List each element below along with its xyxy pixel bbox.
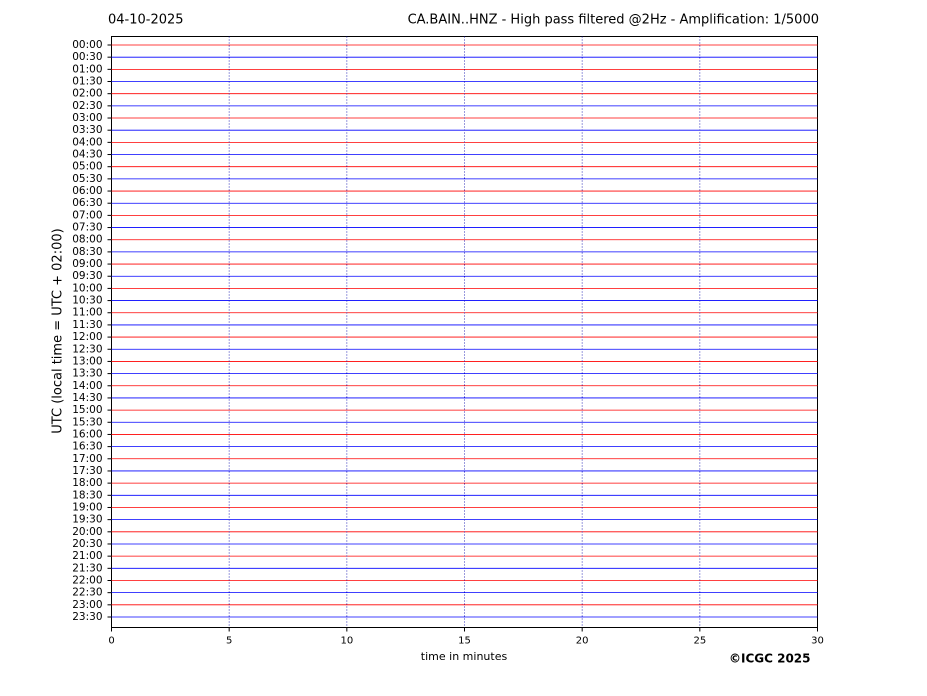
y-tick-label: 15:30	[72, 416, 102, 428]
y-tick-label: 22:30	[72, 587, 102, 599]
y-tick-label: 11:00	[72, 307, 102, 319]
x-tick-label: 30	[811, 636, 824, 647]
chart-title: CA.BAIN..HNZ - High pass filtered @2Hz -…	[408, 13, 819, 28]
y-tick-label: 21:00	[72, 550, 102, 562]
y-tick-label: 04:00	[72, 136, 102, 148]
y-tick-label: 12:00	[72, 331, 102, 343]
y-tick-label: 00:30	[72, 51, 102, 63]
y-tick-label: 07:00	[72, 209, 102, 221]
y-tick-label: 07:30	[72, 222, 102, 234]
x-tick-label: 0	[108, 636, 114, 647]
x-axis-label: time in minutes	[421, 650, 508, 663]
y-tick-label: 15:00	[72, 404, 102, 416]
x-tick-label: 10	[340, 636, 353, 647]
y-tick-label: 02:00	[72, 88, 102, 100]
y-tick-label: 01:00	[72, 63, 102, 75]
y-tick-label: 18:00	[72, 477, 102, 489]
y-tick-label: 16:00	[72, 428, 102, 440]
y-tick-label: 01:30	[72, 76, 102, 88]
y-axis-label: UTC (local time = UTC + 02:00)	[51, 228, 66, 433]
x-tick-label: 5	[226, 636, 232, 647]
y-tick-label: 10:00	[72, 282, 102, 294]
y-tick-label: 04:30	[72, 149, 102, 161]
y-tick-label: 10:30	[72, 295, 102, 307]
y-tick-label: 08:00	[72, 234, 102, 246]
y-tick-label: 17:00	[72, 453, 102, 465]
plot-frame	[111, 36, 818, 628]
y-tick-label: 18:30	[72, 489, 102, 501]
y-tick-label: 19:00	[72, 501, 102, 513]
y-tick-label: 20:30	[72, 538, 102, 550]
y-tick-label: 16:30	[72, 441, 102, 453]
y-tick-label: 11:30	[72, 319, 102, 331]
chart-date: 04-10-2025	[108, 13, 184, 28]
y-tick-label: 06:00	[72, 185, 102, 197]
y-tick-label: 03:00	[72, 112, 102, 124]
y-tick-label: 14:30	[72, 392, 102, 404]
y-tick-label: 09:00	[72, 258, 102, 270]
y-tick-label: 23:00	[72, 599, 102, 611]
x-tick-label: 25	[693, 636, 706, 647]
y-tick-label: 20:00	[72, 526, 102, 538]
y-tick-label: 00:00	[72, 39, 102, 51]
y-tick-label: 03:30	[72, 124, 102, 136]
y-tick-label: 19:30	[72, 514, 102, 526]
x-tick-label: 15	[458, 636, 471, 647]
y-tick-label: 21:30	[72, 562, 102, 574]
y-tick-label: 17:30	[72, 465, 102, 477]
y-tick-label: 05:30	[72, 173, 102, 185]
x-tick-label: 20	[576, 636, 589, 647]
y-tick-label: 02:30	[72, 100, 102, 112]
credit: ©ICGC 2025	[729, 652, 811, 666]
y-tick-label: 12:30	[72, 343, 102, 355]
y-tick-label: 08:30	[72, 246, 102, 258]
y-tick-label: 05:00	[72, 161, 102, 173]
y-tick-label: 14:00	[72, 380, 102, 392]
y-tick-label: 13:30	[72, 368, 102, 380]
y-tick-label: 23:30	[72, 611, 102, 623]
y-tick-label: 13:00	[72, 355, 102, 367]
y-tick-label: 09:30	[72, 270, 102, 282]
y-tick-label: 06:30	[72, 197, 102, 209]
y-tick-label: 22:00	[72, 574, 102, 586]
